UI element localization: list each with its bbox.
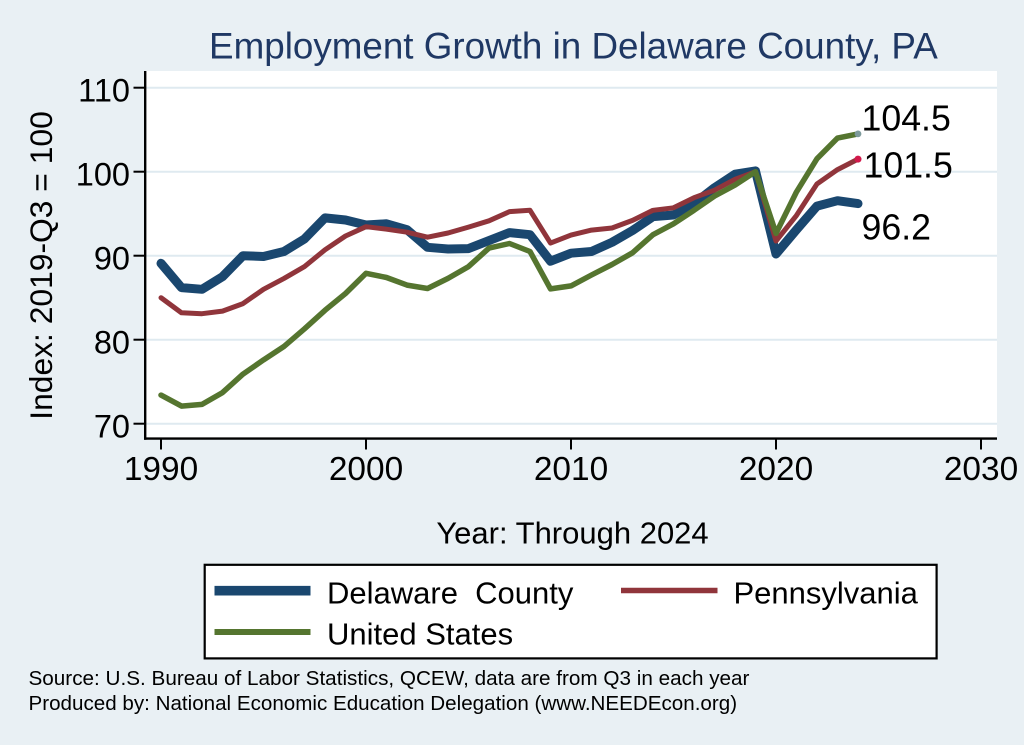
svg-text:101.5: 101.5 <box>864 146 953 186</box>
svg-text:Index: 2019-Q3 = 100: Index: 2019-Q3 = 100 <box>23 111 59 419</box>
svg-text:Pennsylvania: Pennsylvania <box>734 576 919 611</box>
svg-text:100: 100 <box>76 157 130 193</box>
svg-text:2000: 2000 <box>329 451 403 488</box>
svg-text:Year: Through 2024: Year: Through 2024 <box>436 515 708 550</box>
svg-text:2010: 2010 <box>534 451 608 488</box>
svg-text:Produced by: National Economic: Produced by: National Economic Education… <box>29 692 738 715</box>
svg-text:96.2: 96.2 <box>862 207 931 247</box>
svg-text:70: 70 <box>94 409 130 445</box>
svg-text:Source: U.S. Bureau of Labor S: Source: U.S. Bureau of Labor Statistics,… <box>29 667 750 690</box>
svg-text:Employment Growth in Delaware: Employment Growth in Delaware County, PA <box>209 25 938 66</box>
svg-text:2030: 2030 <box>944 451 1018 488</box>
svg-text:104.5: 104.5 <box>862 99 951 139</box>
svg-text:2020: 2020 <box>739 451 813 488</box>
svg-text:United States: United States <box>327 617 513 652</box>
svg-text:110: 110 <box>78 73 130 109</box>
svg-text:1990: 1990 <box>124 451 198 488</box>
svg-text:90: 90 <box>94 241 130 277</box>
svg-text:80: 80 <box>94 325 130 361</box>
svg-text:Delaware County: Delaware County <box>327 576 574 611</box>
